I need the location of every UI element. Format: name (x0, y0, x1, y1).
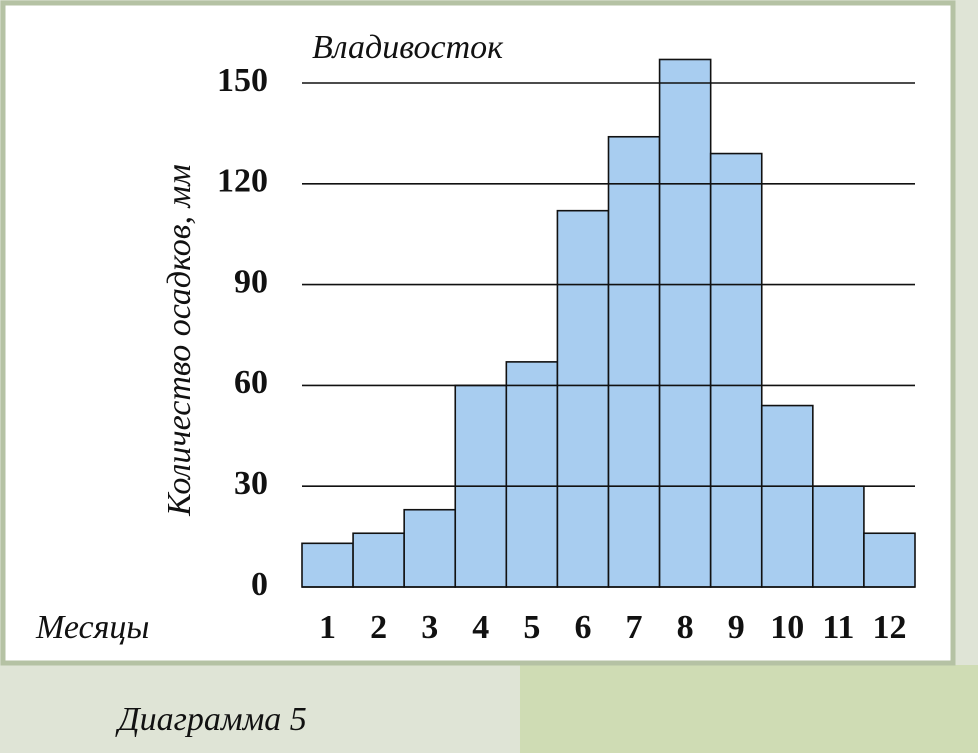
bar (812, 485, 865, 588)
y-tick-label: 120 (217, 163, 268, 200)
paper-texture (520, 665, 978, 753)
x-tick-label: 1 (319, 609, 336, 646)
y-tick-label: 30 (234, 465, 268, 502)
bar (352, 532, 405, 588)
bar (607, 135, 661, 588)
x-tick-label: 5 (523, 609, 540, 646)
x-tick-label: 4 (472, 609, 489, 646)
y-tick-label: 0 (251, 566, 268, 603)
x-tick-label: 8 (677, 609, 694, 646)
x-tick-label: 12 (872, 609, 906, 646)
y-tick-label: 90 (234, 263, 268, 300)
x-tick-label: 6 (574, 609, 591, 646)
bar (863, 532, 916, 588)
caption: Диаграмма 5 (115, 701, 307, 738)
bar (556, 209, 610, 588)
x-tick-label: 10 (770, 609, 804, 646)
bar (658, 58, 712, 588)
y-tick-label: 150 (217, 62, 268, 99)
bar (709, 152, 763, 588)
chart-title: Владивосток (312, 29, 504, 66)
bar (505, 361, 559, 588)
x-tick-label: 9 (728, 609, 745, 646)
x-axis-label: Месяцы (35, 609, 149, 646)
bar (403, 508, 457, 588)
x-tick-label: 11 (822, 609, 854, 646)
x-tick-label: 2 (370, 609, 387, 646)
y-tick-label: 60 (234, 364, 268, 401)
x-tick-label: 3 (421, 609, 438, 646)
bar (301, 542, 354, 588)
y-axis-label: Количество осадков, мм (161, 164, 198, 517)
x-tick-label: 7 (626, 609, 643, 646)
bar (760, 404, 814, 588)
